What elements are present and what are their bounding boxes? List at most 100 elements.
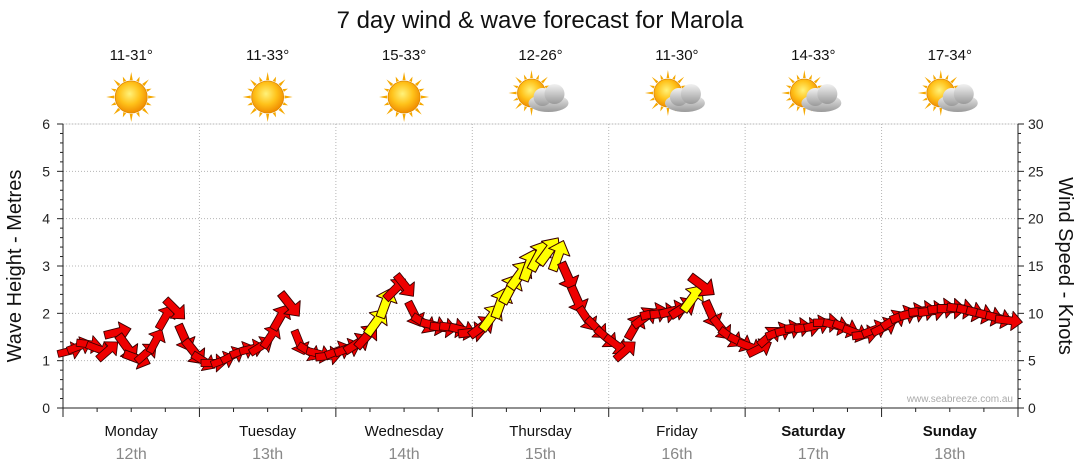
sun-ray	[515, 76, 522, 84]
day-label: Tuesday	[239, 423, 296, 440]
sun-ray	[666, 107, 670, 116]
y2-tick-label: 25	[1028, 163, 1044, 179]
sun-ray	[386, 107, 394, 115]
wind-wave-arrow	[95, 341, 119, 363]
sun-ray	[939, 107, 943, 116]
sun-ray	[672, 74, 676, 80]
cloud-part	[817, 84, 838, 104]
wind-wave-arrow	[994, 310, 1023, 331]
y-tick-label: 0	[42, 400, 50, 416]
sun-ray	[247, 102, 253, 106]
cloud-part	[953, 84, 974, 104]
sun-ray	[414, 79, 422, 87]
cloud-shape	[937, 84, 978, 112]
sun-ray	[383, 102, 390, 106]
sun-ray	[242, 95, 251, 99]
cloud-part	[544, 84, 565, 104]
sun-ray	[933, 74, 937, 80]
sun-ray	[803, 70, 806, 79]
sun-ray	[272, 76, 277, 82]
sun-ray	[922, 85, 928, 89]
sun-ray	[813, 76, 821, 84]
sun-ray	[122, 76, 127, 82]
sun-ray	[402, 113, 406, 122]
wind-wave-arrow	[612, 341, 636, 363]
sun-ray	[383, 88, 390, 92]
sun-disc	[114, 80, 148, 114]
sun-ray	[142, 107, 149, 115]
sun-ray	[515, 102, 522, 110]
sun-ray	[110, 88, 117, 92]
sun-ray	[796, 106, 800, 112]
sun-ray	[945, 74, 949, 80]
wind-wave-arrow	[277, 290, 301, 317]
sun-ray	[651, 102, 659, 110]
day-label: Monday	[105, 423, 159, 440]
sun-ray	[395, 76, 400, 82]
day-label: Saturday	[781, 423, 846, 440]
cloud-shape	[528, 84, 569, 112]
sun-disc	[251, 80, 285, 114]
sun-ray	[402, 72, 406, 81]
date-label: 17th	[798, 446, 829, 463]
temperature-range: 11-33°	[246, 47, 289, 64]
sun-ray	[530, 107, 533, 116]
sun-ray	[146, 88, 152, 92]
sun-ray	[414, 107, 422, 115]
date-label: 18th	[934, 446, 965, 463]
sun-ray	[110, 102, 117, 106]
sun-icon	[242, 72, 293, 122]
sun-ray	[129, 113, 133, 122]
sun-ray	[917, 91, 926, 95]
sun-ray	[409, 112, 413, 118]
y-tick-label: 2	[42, 305, 50, 321]
sun-cloud-icon	[644, 70, 705, 116]
y-tick-label: 4	[42, 211, 50, 227]
sun-ray	[142, 79, 149, 87]
sun-ray	[535, 74, 540, 80]
sun-ray	[136, 112, 140, 118]
sun-ray	[649, 97, 655, 101]
sun-ray	[513, 85, 519, 89]
cloud-shape	[664, 84, 705, 112]
sun-ray	[660, 106, 664, 112]
sun-ray	[513, 97, 519, 101]
sun-ray	[122, 112, 127, 118]
sun-icon	[379, 72, 430, 122]
wind-wave-arrow	[547, 240, 571, 273]
sun-ray	[106, 95, 115, 99]
sun-ray	[282, 88, 288, 92]
sun-ray	[386, 79, 394, 87]
sun-ray	[266, 72, 270, 81]
sun-ray	[259, 112, 263, 118]
wind-wave-arrow	[566, 284, 589, 314]
temperature-range: 12-26°	[518, 47, 562, 64]
sun-ray	[523, 74, 528, 80]
grid	[62, 123, 1019, 409]
temperature-range: 14-33°	[791, 47, 835, 64]
y-axis-label: Wave Height - Metres	[4, 170, 26, 363]
temperature-range: 15-33°	[382, 47, 426, 64]
sun-ray	[136, 76, 140, 82]
sun-ray	[924, 76, 932, 84]
sun-ray	[651, 76, 659, 84]
day-label: Friday	[656, 423, 698, 440]
cloud-shape	[801, 84, 842, 112]
sun-ray	[278, 107, 286, 115]
day-label: Wednesday	[365, 423, 444, 440]
date-label: 14th	[389, 446, 420, 463]
date-label: 12th	[116, 446, 147, 463]
date-label: 13th	[252, 446, 283, 463]
sun-ray	[247, 88, 253, 92]
sun-ray	[666, 70, 670, 79]
sun-ray	[395, 112, 400, 118]
sun-ray	[808, 74, 813, 80]
watermark: www.seabreeze.com.au	[906, 394, 1013, 405]
wind-wave-arrow	[557, 260, 580, 291]
y2-tick-label: 0	[1028, 400, 1036, 416]
y2-tick-label: 20	[1028, 211, 1044, 227]
sun-ray	[796, 74, 800, 80]
wave-wind-series	[56, 237, 1023, 373]
sun-ray	[282, 102, 288, 106]
day-label: Sunday	[923, 423, 978, 440]
